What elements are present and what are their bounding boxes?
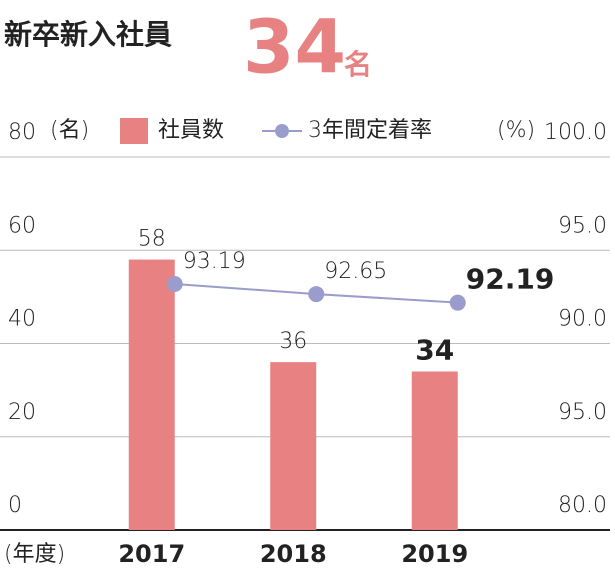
legend-label: 3年間定着率 bbox=[308, 118, 432, 143]
y2-tick-label: 100.0 bbox=[544, 120, 607, 145]
data-label: 36 bbox=[279, 329, 307, 354]
legend-swatch bbox=[120, 118, 148, 144]
legend-label: 社員数 bbox=[158, 118, 224, 143]
y-tick-label: 0 bbox=[8, 493, 22, 518]
y-tick-label: 80 bbox=[8, 120, 36, 145]
legend-swatch bbox=[275, 124, 289, 138]
headline-unit: 名 bbox=[344, 48, 372, 81]
data-label: 58 bbox=[138, 227, 166, 252]
y-tick-label: 20 bbox=[8, 400, 36, 425]
y-tick-label: 40 bbox=[8, 307, 36, 332]
bar bbox=[411, 371, 458, 530]
data-label: 92.19 bbox=[466, 263, 555, 296]
y2-axis-label: (%) bbox=[497, 118, 535, 143]
headline: 34 bbox=[243, 5, 346, 91]
data-label: 34 bbox=[415, 333, 454, 366]
data-label: 93.19 bbox=[183, 249, 246, 274]
y2-tick-label: 95.0 bbox=[558, 400, 607, 425]
x-axis-label: (年度) bbox=[4, 542, 65, 567]
y2-tick-label: 80.0 bbox=[558, 493, 607, 518]
chart-title: 新卒新入社員 bbox=[4, 18, 172, 51]
y-tick-label: 60 bbox=[8, 213, 36, 238]
x-tick-label: 2017 bbox=[118, 540, 185, 568]
bar bbox=[128, 259, 175, 530]
x-tick-label: 2018 bbox=[260, 540, 327, 568]
point bbox=[166, 276, 183, 293]
x-tick-label: 2019 bbox=[401, 540, 468, 568]
point bbox=[308, 286, 325, 303]
y2-tick-label: 95.0 bbox=[558, 213, 607, 238]
y2-tick-label: 90.0 bbox=[558, 307, 607, 332]
point bbox=[449, 294, 466, 311]
data-label: 92.65 bbox=[324, 259, 387, 284]
bar bbox=[270, 362, 317, 530]
y-axis-label: (名) bbox=[50, 118, 89, 143]
